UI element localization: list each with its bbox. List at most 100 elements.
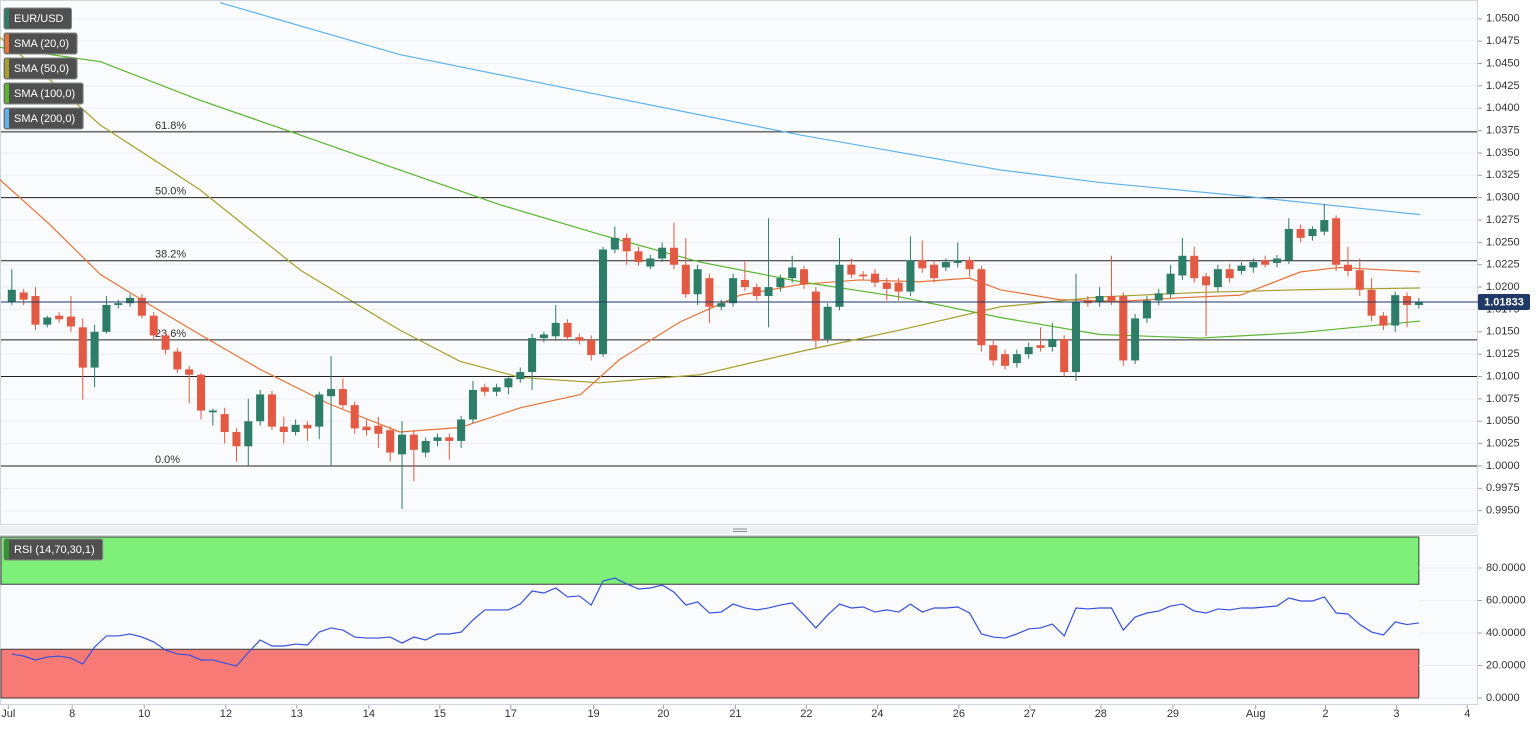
x-tick-label: 29 <box>1167 708 1179 720</box>
legend-box <box>3 82 84 105</box>
candle-body <box>137 297 146 316</box>
x-tick-label: 27 <box>1024 708 1036 720</box>
candle-body <box>788 267 797 279</box>
candle-body <box>149 315 158 336</box>
legend-swatch <box>5 59 9 78</box>
x-tick-label: 3 <box>1393 708 1399 720</box>
candle-body <box>1213 269 1222 288</box>
candle-body <box>1367 289 1376 316</box>
legend-swatch <box>5 34 9 53</box>
candle-body <box>1001 354 1010 366</box>
candle-body <box>19 292 28 300</box>
candle-body <box>256 394 265 422</box>
candle-body <box>374 425 383 434</box>
candle-body <box>965 260 974 270</box>
candle-body <box>397 434 407 455</box>
candle-body <box>658 247 667 259</box>
candle-body <box>587 339 596 356</box>
candle-body <box>953 260 962 263</box>
candle-body <box>327 389 336 397</box>
candle-body <box>173 351 182 370</box>
x-tick-label: 10 <box>138 708 150 720</box>
y-tick-label: 1.0025 <box>1486 438 1520 450</box>
legend-box <box>3 7 73 30</box>
candle-body <box>126 297 135 304</box>
candle-body <box>504 378 513 388</box>
candle-body <box>941 262 950 268</box>
x-tick-label: 24 <box>871 708 883 720</box>
y-tick-label: 1.0350 <box>1486 147 1520 159</box>
sma-line <box>0 179 1421 433</box>
y-tick-label: 1.0125 <box>1486 348 1520 360</box>
candle-body <box>1261 260 1270 265</box>
candle-body <box>1178 255 1187 276</box>
candle-body <box>1190 255 1199 279</box>
x-tick-label: 4 <box>1464 708 1470 720</box>
legend-label: SMA (50,0) <box>14 63 69 75</box>
candle-body <box>516 372 525 380</box>
candle-body <box>1166 273 1175 295</box>
legend-box <box>3 57 78 80</box>
candle-body <box>433 437 442 441</box>
candle-body <box>894 282 903 292</box>
candle-body <box>1391 295 1400 326</box>
candle-body <box>445 437 454 441</box>
x-tick-label: Jul <box>1 708 15 720</box>
y-tick-label: 1.0375 <box>1486 124 1520 136</box>
candle-body <box>409 434 418 450</box>
candle-body <box>338 389 347 406</box>
candle-body <box>1012 354 1021 364</box>
fib-label: 23.6% <box>155 328 186 340</box>
candle-body <box>55 315 64 320</box>
legend-swatch <box>5 84 9 103</box>
candle-body <box>468 389 477 420</box>
legend-label: EUR/USD <box>14 13 64 25</box>
candle-body <box>1332 218 1341 265</box>
rsi-line <box>11 577 1419 667</box>
legend-label: SMA (200,0) <box>14 113 75 125</box>
candle-body <box>303 424 312 429</box>
y-tick-label: 60.0000 <box>1486 594 1526 606</box>
y-tick-label: 1.0275 <box>1486 214 1520 226</box>
candle-body <box>1060 338 1069 373</box>
candle-body <box>421 440 430 453</box>
candle-body <box>859 274 868 277</box>
candle-body <box>43 317 52 325</box>
candle-body <box>1095 296 1104 303</box>
candle-body <box>1024 347 1033 355</box>
candle-body <box>835 264 844 307</box>
candle-body <box>705 278 714 307</box>
legend-swatch <box>5 540 9 559</box>
candle-body <box>681 264 690 295</box>
candle-body <box>1403 296 1412 305</box>
candle-body <box>669 247 678 265</box>
candle-body <box>315 394 324 427</box>
legend-label: SMA (20,0) <box>14 38 69 50</box>
y-tick-label: 0.0000 <box>1486 692 1520 704</box>
candle-body <box>386 430 395 453</box>
y-tick-label: 1.0250 <box>1486 236 1520 248</box>
y-tick-label: 1.0475 <box>1486 35 1520 47</box>
candle-body <box>1119 296 1128 361</box>
candle-body <box>1048 338 1057 348</box>
x-tick-label: 22 <box>800 708 812 720</box>
x-tick-label: 26 <box>953 708 965 720</box>
candle-body <box>870 273 879 283</box>
candle-body <box>563 322 572 338</box>
legend-label: RSI (14,70,30,1) <box>14 544 95 556</box>
candle-body <box>1107 296 1116 301</box>
candle-body <box>1379 315 1388 326</box>
candle-body <box>1225 269 1234 279</box>
y-tick-label: 1.0225 <box>1486 259 1520 271</box>
y-tick-label: 1.0500 <box>1486 13 1520 25</box>
candle-body <box>220 414 229 432</box>
candle-body <box>208 410 217 413</box>
y-tick-label: 1.0300 <box>1486 192 1520 204</box>
panel-divider <box>0 526 1478 534</box>
candle-body <box>1272 258 1282 263</box>
y-tick-label: 20.0000 <box>1486 659 1526 671</box>
candle-body <box>102 304 111 332</box>
fib-label: 61.8% <box>155 120 186 132</box>
candle-body <box>1142 300 1151 319</box>
